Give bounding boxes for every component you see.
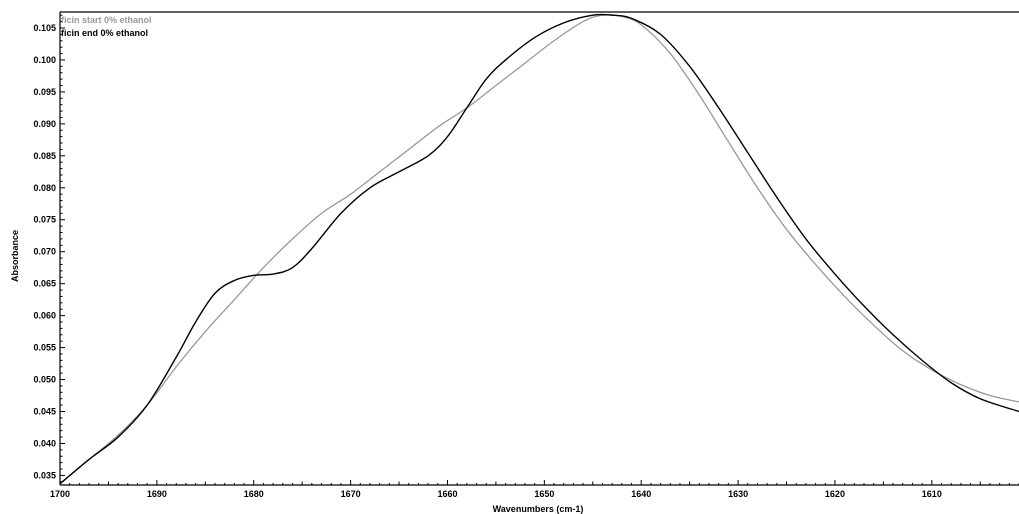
x-tick-label: 1700 <box>50 489 70 499</box>
y-tick-label: 0.095 <box>33 87 56 97</box>
y-tick-label: 0.065 <box>33 279 56 289</box>
y-tick-label: 0.055 <box>33 343 56 353</box>
legend-entry-start: ficin start 0% ethanol <box>61 15 152 25</box>
y-tick-label: 0.045 <box>33 406 56 416</box>
plot-frame <box>59 11 1019 486</box>
x-tick-label: 1680 <box>244 489 264 499</box>
legend: ficin start 0% ethanol ficin end 0% etha… <box>61 15 152 38</box>
y-tick-label: 0.105 <box>33 23 56 33</box>
y-tick-label: 0.075 <box>33 215 56 225</box>
x-tick-label: 1640 <box>631 489 651 499</box>
x-tick-label: 1670 <box>341 489 361 499</box>
y-tick-label: 0.085 <box>33 151 56 161</box>
x-tick-label: 1610 <box>922 489 942 499</box>
x-axis-title: Wavenumbers (cm-1) <box>493 504 584 514</box>
y-tick-label: 0.050 <box>33 375 56 385</box>
y-axis-title: Absorbance <box>10 230 20 282</box>
series-line-end <box>59 13 1019 485</box>
series-line-start <box>59 14 1019 485</box>
x-tick-label: 1630 <box>728 489 748 499</box>
x-axis: 1700 1690 1680 1670 1660 1650 1640 1630 1620 1610 <box>50 480 1019 499</box>
y-tick-label: 0.100 <box>33 55 56 65</box>
x-tick-label: 1620 <box>825 489 845 499</box>
legend-entry-end: ficin end 0% ethanol <box>61 28 148 38</box>
series-layer <box>59 13 1019 485</box>
y-tick-label: 0.060 <box>33 311 56 321</box>
x-tick-label: 1690 <box>147 489 167 499</box>
y-tick-label: 0.080 <box>33 183 56 193</box>
x-tick-label: 1660 <box>437 489 457 499</box>
y-tick-label: 0.090 <box>33 119 56 129</box>
y-axis: 0.035 0.040 0.045 0.050 0.055 0.060 0.065 0.070… <box>33 14 65 483</box>
y-tick-label: 0.040 <box>33 438 56 448</box>
y-tick-label: 0.035 <box>33 470 56 480</box>
x-tick-label: 1650 <box>534 489 554 499</box>
y-tick-label: 0.070 <box>33 247 56 257</box>
